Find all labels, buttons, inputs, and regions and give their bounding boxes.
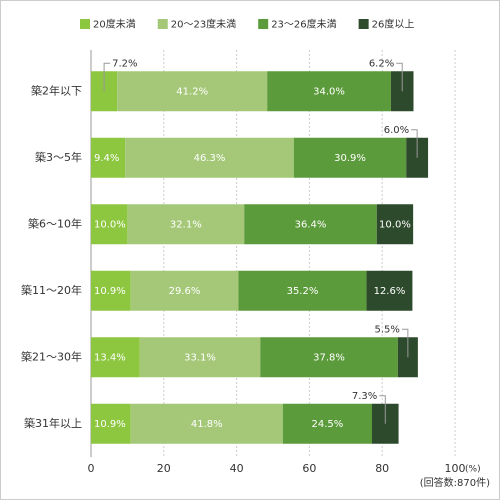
leader-line — [103, 62, 111, 92]
bar-segment — [127, 204, 245, 245]
legend-label: 23～26度未満 — [271, 18, 336, 31]
bar-segment — [366, 270, 413, 311]
value-label: 10.9% — [94, 286, 126, 297]
bar-segment — [130, 270, 239, 311]
value-label: 10.0% — [379, 219, 411, 230]
bar-segment — [91, 137, 126, 178]
bar-segment — [125, 137, 294, 178]
value-label: 13.4% — [94, 352, 126, 363]
bar-segment — [376, 204, 414, 245]
x-tick-label: 100 — [445, 462, 466, 475]
x-axis-unit: (%) — [465, 465, 481, 475]
value-label: 37.8% — [313, 352, 345, 363]
y-tick-label: 築6～10年 — [28, 216, 82, 230]
y-tick-label: 築3～5年 — [35, 150, 82, 164]
legend-label: 20～23度未満 — [171, 18, 236, 31]
x-tick-label: 20 — [157, 462, 171, 475]
y-tick-label: 築11～20年 — [21, 283, 82, 297]
value-label: 32.1% — [170, 219, 202, 230]
y-tick-label: 築31年以上 — [24, 416, 82, 430]
bar-segment — [260, 337, 398, 378]
x-tick-label: 80 — [375, 462, 389, 475]
value-label: 46.3% — [194, 153, 226, 164]
value-label: 7.3% — [352, 391, 377, 402]
value-label: 41.8% — [191, 419, 223, 430]
value-label: 6.2% — [369, 58, 394, 69]
note: (回答数:870件) — [420, 476, 490, 489]
x-tick-label: 40 — [230, 462, 244, 475]
value-label: 34.0% — [313, 86, 345, 97]
bar-segment — [139, 337, 261, 378]
legend-label: 26度以上 — [372, 18, 415, 31]
value-label: 41.2% — [176, 86, 208, 97]
bar-segment — [91, 403, 131, 444]
value-label: 7.2% — [112, 58, 137, 69]
value-label: 6.0% — [384, 125, 409, 136]
leader-line — [379, 395, 386, 424]
leader-line — [401, 328, 409, 358]
x-tick-label: 60 — [302, 462, 316, 475]
bar-segment — [130, 403, 283, 444]
leader-line — [411, 129, 418, 158]
bar-segment — [282, 403, 373, 444]
bar-segment — [91, 337, 140, 378]
value-label: 30.9% — [334, 153, 366, 164]
legend-swatch — [157, 19, 168, 29]
value-label: 35.2% — [287, 286, 319, 297]
bar-segment — [244, 204, 377, 245]
bar-segment — [117, 71, 268, 112]
bar-segment — [267, 71, 391, 112]
y-tick-label: 築2年以下 — [31, 83, 82, 97]
legend-label: 20度未満 — [93, 18, 136, 31]
value-label: 36.4% — [295, 219, 327, 230]
y-tick-label: 築21～30年 — [21, 349, 82, 363]
value-label: 5.5% — [374, 324, 399, 335]
value-label: 10.9% — [94, 419, 126, 430]
leader-line — [396, 62, 403, 92]
legend-swatch — [258, 19, 269, 29]
value-label: 9.4% — [94, 153, 119, 164]
value-label: 33.1% — [184, 352, 216, 363]
bar-segment — [238, 270, 367, 311]
value-label: 29.6% — [169, 286, 201, 297]
x-tick-label: 0 — [88, 462, 95, 475]
value-label: 12.6% — [374, 286, 406, 297]
value-label: 24.5% — [312, 419, 344, 430]
bar-segment — [91, 270, 131, 311]
value-label: 10.0% — [94, 219, 126, 230]
bar-segment — [91, 204, 128, 245]
bar-segment — [293, 137, 407, 178]
legend-swatch — [80, 19, 90, 29]
legend-swatch — [358, 19, 369, 29]
